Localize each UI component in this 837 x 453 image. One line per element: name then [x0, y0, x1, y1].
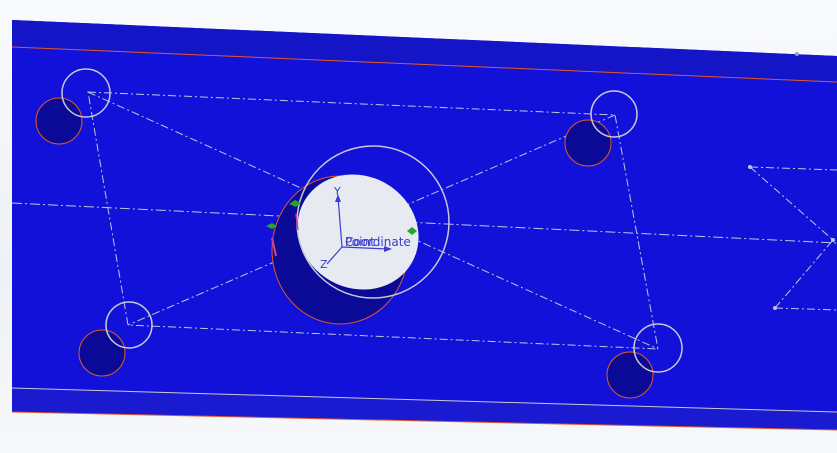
- hole-top-right[interactable]: [564, 119, 612, 167]
- point-label[interactable]: Point: [345, 235, 375, 249]
- selection-marker[interactable]: [289, 200, 301, 207]
- selection-marker[interactable]: [266, 223, 277, 229]
- plate-front-edge: [11, 387, 837, 413]
- hole-top-left[interactable]: [35, 97, 83, 145]
- hole-sketch-circle-top-left[interactable]: [61, 68, 111, 118]
- selection-marker[interactable]: [407, 227, 417, 235]
- z-axis-label: Z: [320, 258, 328, 271]
- hole-sketch-circle-bottom-right[interactable]: [633, 323, 683, 373]
- coordinate-label[interactable]: Coordinate: [345, 235, 411, 249]
- sketch-centerline: [11, 202, 837, 244]
- sketch-triangle-bottom: [774, 307, 837, 311]
- coordinate-system-triad[interactable]: Y Z: [320, 185, 392, 271]
- sketch-triangle-top: [749, 166, 837, 171]
- hole-bottom-left[interactable]: [78, 329, 126, 377]
- plate-top-face[interactable]: [12, 20, 837, 412]
- edge-highlight: [295, 213, 299, 231]
- center-hole-interior: [297, 174, 419, 290]
- sketch-point: [748, 165, 752, 169]
- plate-front-edge-band: [12, 388, 837, 430]
- sketch-point: [773, 306, 777, 310]
- y-axis-label: Y: [333, 185, 341, 198]
- hole-sketch-circle-bottom-left[interactable]: [105, 301, 153, 349]
- plate-back-edge: [11, 46, 837, 83]
- vertex-marker: [795, 52, 799, 56]
- sketch-point: [831, 238, 835, 242]
- hole-bottom-right[interactable]: [606, 351, 654, 399]
- hole-sketch-circle-top-right[interactable]: [590, 90, 638, 138]
- plate-bottom-edge: [11, 411, 837, 431]
- edge-highlight: [271, 237, 277, 257]
- sketch-triangle[interactable]: [749, 166, 834, 309]
- plate-top-edge-band: [12, 20, 837, 82]
